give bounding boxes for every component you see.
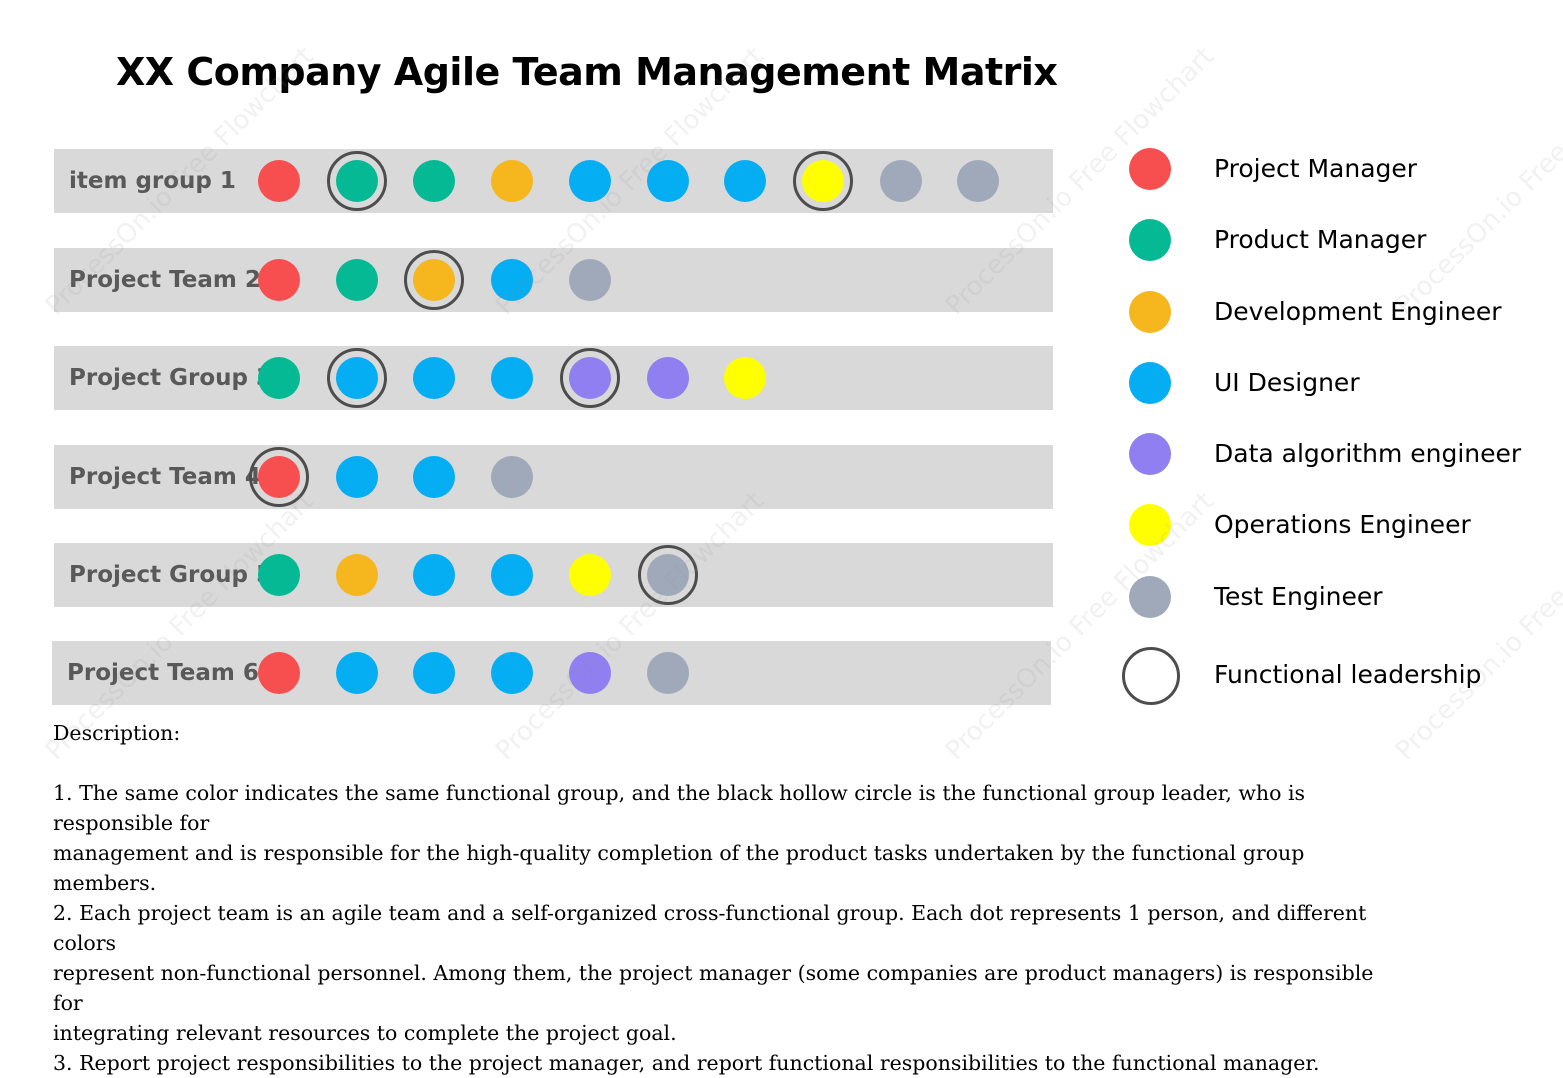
member-dot <box>335 259 378 301</box>
team-label: Project Team 2 <box>69 267 261 293</box>
legend-color-swatch <box>1129 148 1171 190</box>
description-line: integrating relevant resources to comple… <box>53 1021 677 1045</box>
legend-label: UI Designer <box>1214 368 1360 397</box>
member-dot <box>258 652 300 694</box>
member-dot <box>413 456 456 498</box>
legend-label: Data algorithm engineer <box>1214 439 1522 468</box>
member-dot <box>568 652 611 694</box>
description-line: 3. Report project responsibilities to th… <box>53 1051 1320 1075</box>
member-dot <box>413 357 456 399</box>
member-dot-leader <box>404 250 465 310</box>
team-row: Project Team 2 <box>54 248 1053 312</box>
hollow-circle-icon <box>1122 647 1180 705</box>
member-dot <box>258 357 300 399</box>
member-dot <box>413 160 456 202</box>
member-dot <box>335 456 378 498</box>
team-label: Project Group 5 <box>69 562 272 588</box>
member-dot-leader <box>792 151 853 211</box>
team-row: Project Team 6 <box>52 641 1051 705</box>
member-dot <box>258 554 300 596</box>
team-row: Project Team 4 <box>54 445 1053 509</box>
member-dot-leader <box>326 348 387 408</box>
member-dot <box>568 554 611 596</box>
member-dot <box>491 357 534 399</box>
member-dot-leader <box>249 447 309 507</box>
legend-color-swatch <box>1129 504 1171 546</box>
legend-color-swatch <box>1129 433 1171 475</box>
legend-label: Product Manager <box>1214 225 1427 254</box>
member-dot <box>335 652 378 694</box>
description-line: represent non-functional personnel. Amon… <box>53 961 1374 1015</box>
team-label: Project Team 4 <box>69 464 261 490</box>
team-row: Project Group 3 <box>54 346 1053 410</box>
member-dot <box>491 160 534 202</box>
legend-color-swatch <box>1129 291 1171 333</box>
description-line: 2. Each project team is an agile team an… <box>53 901 1367 955</box>
member-dot <box>568 160 611 202</box>
legend-color-swatch <box>1129 362 1171 404</box>
member-dot <box>724 160 767 202</box>
member-dot <box>413 554 456 596</box>
legend-color-swatch <box>1129 219 1171 261</box>
member-dot <box>568 259 611 301</box>
description-line: 1. The same color indicates the same fun… <box>53 781 1306 835</box>
member-dot <box>491 554 534 596</box>
legend-color-swatch <box>1129 576 1171 618</box>
member-dot <box>413 652 456 694</box>
member-dot <box>258 259 300 301</box>
member-dot-leader <box>559 348 620 408</box>
description-line: management and is responsible for the hi… <box>53 841 1305 895</box>
team-row: Project Group 5 <box>54 543 1053 607</box>
legend-label: Operations Engineer <box>1214 510 1471 539</box>
legend-label: Functional leadership <box>1214 660 1482 689</box>
member-dot <box>646 652 689 694</box>
team-label: Project Team 6 <box>67 660 259 686</box>
team-row: item group 1 <box>54 149 1053 213</box>
team-label: item group 1 <box>69 168 236 194</box>
legend-label: Test Engineer <box>1214 582 1383 611</box>
legend-label: Development Engineer <box>1214 297 1502 326</box>
member-dot <box>957 160 1000 202</box>
member-dot-leader <box>326 151 387 211</box>
member-dot-leader <box>637 545 698 605</box>
team-label: Project Group 3 <box>69 365 272 391</box>
member-dot <box>646 357 689 399</box>
description: Description: 1. The same color indicates… <box>53 718 1393 1078</box>
member-dot <box>724 357 767 399</box>
member-dot <box>491 652 534 694</box>
member-dot <box>491 259 534 301</box>
description-heading: Description: <box>53 721 181 745</box>
member-dot <box>879 160 922 202</box>
page-title: XX Company Agile Team Management Matrix <box>116 50 1058 94</box>
member-dot <box>258 160 300 202</box>
member-dot <box>335 554 378 596</box>
member-dot <box>491 456 534 498</box>
member-dot <box>646 160 689 202</box>
legend-label: Project Manager <box>1214 154 1418 183</box>
